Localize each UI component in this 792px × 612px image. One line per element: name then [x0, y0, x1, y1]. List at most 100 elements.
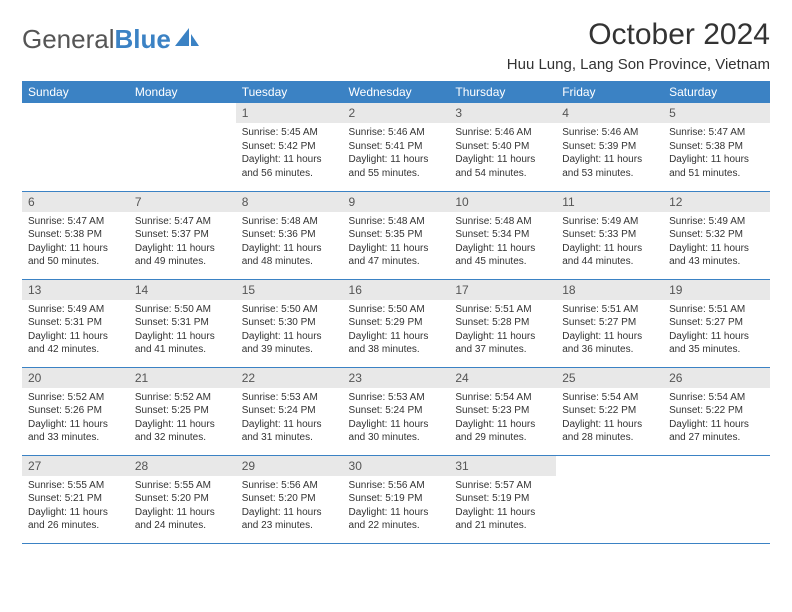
sunset-text: Sunset: 5:41 PM — [349, 140, 444, 154]
day-number: 9 — [343, 192, 450, 212]
daylight-text: Daylight: 11 hours and 21 minutes. — [455, 506, 550, 533]
calendar-day-cell: 5Sunrise: 5:47 AMSunset: 5:38 PMDaylight… — [663, 103, 770, 191]
sunrise-text: Sunrise: 5:55 AM — [28, 479, 123, 493]
calendar-day-cell: 3Sunrise: 5:46 AMSunset: 5:40 PMDaylight… — [449, 103, 556, 191]
calendar-day-cell: 28Sunrise: 5:55 AMSunset: 5:20 PMDayligh… — [129, 455, 236, 543]
day-number: 20 — [22, 368, 129, 388]
logo-text-part1: General — [22, 24, 115, 55]
calendar-week-row: 1Sunrise: 5:45 AMSunset: 5:42 PMDaylight… — [22, 103, 770, 191]
daylight-text: Daylight: 11 hours and 29 minutes. — [455, 418, 550, 445]
day-number: 16 — [343, 280, 450, 300]
calendar-day-cell: 8Sunrise: 5:48 AMSunset: 5:36 PMDaylight… — [236, 191, 343, 279]
sunset-text: Sunset: 5:27 PM — [669, 316, 764, 330]
sunset-text: Sunset: 5:19 PM — [349, 492, 444, 506]
calendar-day-cell: 1Sunrise: 5:45 AMSunset: 5:42 PMDaylight… — [236, 103, 343, 191]
sunset-text: Sunset: 5:42 PM — [242, 140, 337, 154]
daylight-text: Daylight: 11 hours and 38 minutes. — [349, 330, 444, 357]
sunset-text: Sunset: 5:34 PM — [455, 228, 550, 242]
sunrise-text: Sunrise: 5:57 AM — [455, 479, 550, 493]
calendar-day-cell: 24Sunrise: 5:54 AMSunset: 5:23 PMDayligh… — [449, 367, 556, 455]
calendar-day-cell: 20 Sunrise: 5:52 AMSunset: 5:26 PMDayligh… — [22, 367, 129, 455]
day-number: 21 — [129, 368, 236, 388]
sunrise-text: Sunrise: 5:54 AM — [669, 391, 764, 405]
daylight-text: Daylight: 11 hours and 50 minutes. — [28, 242, 123, 269]
sunset-text: Sunset: 5:24 PM — [242, 404, 337, 418]
calendar-day-cell: 4Sunrise: 5:46 AMSunset: 5:39 PMDaylight… — [556, 103, 663, 191]
day-number: 31 — [449, 456, 556, 476]
calendar-day-cell: 18Sunrise: 5:51 AMSunset: 5:27 PMDayligh… — [556, 279, 663, 367]
calendar-day-cell: 17Sunrise: 5:51 AMSunset: 5:28 PMDayligh… — [449, 279, 556, 367]
sunset-text: Sunset: 5:25 PM — [135, 404, 230, 418]
sunrise-text: Sunrise: 5:47 AM — [28, 215, 123, 229]
daylight-text: Daylight: 11 hours and 41 minutes. — [135, 330, 230, 357]
sunset-text: Sunset: 5:23 PM — [455, 404, 550, 418]
day-content: Sunrise: 5:51 AMSunset: 5:27 PMDaylight:… — [556, 300, 663, 361]
logo-text-part2: Blue — [115, 24, 171, 55]
sunset-text: Sunset: 5:38 PM — [669, 140, 764, 154]
logo-sail-icon — [175, 24, 201, 55]
calendar-day-cell: 31Sunrise: 5:57 AMSunset: 5:19 PMDayligh… — [449, 455, 556, 543]
day-number: 1 — [236, 103, 343, 123]
sunrise-text: Sunrise: 5:50 AM — [135, 303, 230, 317]
day-number: 7 — [129, 192, 236, 212]
sunrise-text: Sunrise: 5:49 AM — [669, 215, 764, 229]
calendar-day-cell: 26Sunrise: 5:54 AMSunset: 5:22 PMDayligh… — [663, 367, 770, 455]
sunset-text: Sunset: 5:29 PM — [349, 316, 444, 330]
daylight-text: Daylight: 11 hours and 39 minutes. — [242, 330, 337, 357]
sunrise-text: Sunrise: 5:54 AM — [562, 391, 657, 405]
sunrise-text: Sunrise: 5:46 AM — [562, 126, 657, 140]
sunrise-text: Sunrise: 5:47 AM — [135, 215, 230, 229]
daylight-text: Daylight: 11 hours and 22 minutes. — [349, 506, 444, 533]
sunset-text: Sunset: 5:39 PM — [562, 140, 657, 154]
daylight-text: Daylight: 11 hours and 24 minutes. — [135, 506, 230, 533]
daylight-text: Daylight: 11 hours and 23 minutes. — [242, 506, 337, 533]
sunrise-text: Sunrise: 5:49 AM — [28, 303, 123, 317]
day-header: Friday — [556, 81, 663, 103]
calendar-day-cell — [663, 455, 770, 543]
calendar-day-cell: 22Sunrise: 5:53 AMSunset: 5:24 PMDayligh… — [236, 367, 343, 455]
sunrise-text: Sunrise: 5:47 AM — [669, 126, 764, 140]
day-number: 3 — [449, 103, 556, 123]
sunrise-text: Sunrise: 5:55 AM — [135, 479, 230, 493]
day-content: Sunrise: 5:52 AMSunset: 5:25 PMDaylight:… — [129, 388, 236, 449]
daylight-text: Daylight: 11 hours and 33 minutes. — [28, 418, 123, 445]
day-number: 22 — [236, 368, 343, 388]
day-number: 5 — [663, 103, 770, 123]
daylight-text: Daylight: 11 hours and 44 minutes. — [562, 242, 657, 269]
calendar-day-cell: 2Sunrise: 5:46 AMSunset: 5:41 PMDaylight… — [343, 103, 450, 191]
day-header: Wednesday — [343, 81, 450, 103]
location: Huu Lung, Lang Son Province, Vietnam — [507, 56, 770, 73]
sunrise-text: Sunrise: 5:51 AM — [562, 303, 657, 317]
calendar-day-cell: 13Sunrise: 5:49 AMSunset: 5:31 PMDayligh… — [22, 279, 129, 367]
sunset-text: Sunset: 5:26 PM — [28, 404, 123, 418]
day-number: 2 — [343, 103, 450, 123]
daylight-text: Daylight: 11 hours and 27 minutes. — [669, 418, 764, 445]
day-number: 18 — [556, 280, 663, 300]
day-content: Sunrise: 5:47 AMSunset: 5:38 PMDaylight:… — [22, 212, 129, 273]
daylight-text: Daylight: 11 hours and 49 minutes. — [135, 242, 230, 269]
logo: GeneralBlue — [22, 18, 201, 55]
day-content: Sunrise: 5:47 AMSunset: 5:38 PMDaylight:… — [663, 123, 770, 184]
daylight-text: Daylight: 11 hours and 26 minutes. — [28, 506, 123, 533]
sunrise-text: Sunrise: 5:54 AM — [455, 391, 550, 405]
day-header: Sunday — [22, 81, 129, 103]
calendar-day-cell: 19Sunrise: 5:51 AMSunset: 5:27 PMDayligh… — [663, 279, 770, 367]
day-content: Sunrise: 5:47 AMSunset: 5:37 PMDaylight:… — [129, 212, 236, 273]
day-number: 13 — [22, 280, 129, 300]
day-number: 12 — [663, 192, 770, 212]
sunset-text: Sunset: 5:22 PM — [562, 404, 657, 418]
day-content: Sunrise: 5:54 AMSunset: 5:22 PMDaylight:… — [663, 388, 770, 449]
day-number: 23 — [343, 368, 450, 388]
calendar-week-row: 13Sunrise: 5:49 AMSunset: 5:31 PMDayligh… — [22, 279, 770, 367]
daylight-text: Daylight: 11 hours and 36 minutes. — [562, 330, 657, 357]
day-number: 6 — [22, 192, 129, 212]
day-header: Thursday — [449, 81, 556, 103]
daylight-text: Daylight: 11 hours and 47 minutes. — [349, 242, 444, 269]
sunset-text: Sunset: 5:20 PM — [135, 492, 230, 506]
calendar-day-cell: 23Sunrise: 5:53 AMSunset: 5:24 PMDayligh… — [343, 367, 450, 455]
calendar-day-cell — [129, 103, 236, 191]
calendar-day-cell: 10Sunrise: 5:48 AMSunset: 5:34 PMDayligh… — [449, 191, 556, 279]
sunrise-text: Sunrise: 5:52 AM — [28, 391, 123, 405]
sunrise-text: Sunrise: 5:48 AM — [349, 215, 444, 229]
daylight-text: Daylight: 11 hours and 45 minutes. — [455, 242, 550, 269]
